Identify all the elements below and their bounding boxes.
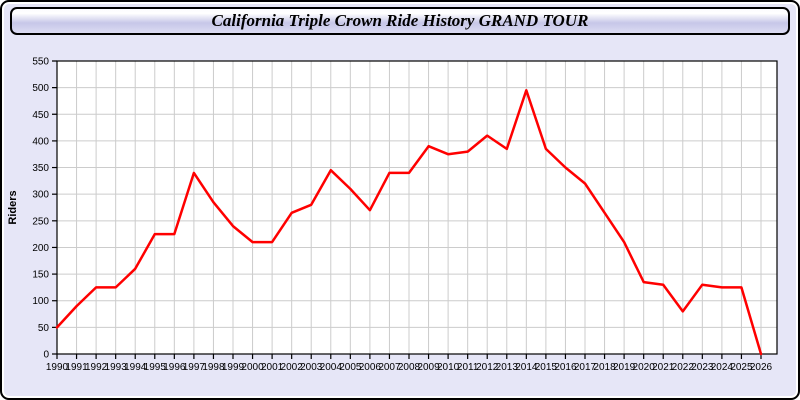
x-tick-label: 2026 <box>750 362 773 373</box>
x-tick-label: 2004 <box>320 362 343 373</box>
x-tick-label: 2018 <box>593 362 616 373</box>
y-tick-label: 0 <box>43 350 49 361</box>
x-tick-label: 2011 <box>457 362 479 373</box>
x-tick-label: 2008 <box>398 362 421 373</box>
x-tick-label: 2013 <box>496 362 519 373</box>
x-tick-label: 2017 <box>574 362 597 373</box>
x-tick-label: 2019 <box>613 362 636 373</box>
x-tick-label: 2005 <box>339 362 362 373</box>
x-tick-label: 1999 <box>222 362 245 373</box>
x-tick-label: 1994 <box>124 362 147 373</box>
y-tick-label: 350 <box>32 163 49 174</box>
y-tick-label: 150 <box>32 270 49 281</box>
x-tick-label: 1991 <box>65 362 88 373</box>
x-tick-label: 1990 <box>46 362 69 373</box>
x-tick-label: 2000 <box>241 362 264 373</box>
x-tick-label: 2025 <box>730 362 753 373</box>
x-tick-label: 2012 <box>476 362 499 373</box>
x-tick-label: 2003 <box>300 362 323 373</box>
x-tick-label: 2001 <box>261 362 284 373</box>
x-tick-label: 2020 <box>633 362 656 373</box>
x-tick-label: 1992 <box>85 362 108 373</box>
x-tick-label: 2024 <box>711 362 734 373</box>
riders-line <box>55 89 763 356</box>
page-title: California Triple Crown Ride History GRA… <box>211 11 589 30</box>
x-tick-label: 2007 <box>378 362 401 373</box>
x-tick-label: 2023 <box>691 362 714 373</box>
x-tick-label: 2014 <box>515 362 538 373</box>
y-tick-label: 500 <box>32 83 49 94</box>
y-tick-label: 250 <box>32 216 49 227</box>
x-tick-label: 2010 <box>437 362 460 373</box>
y-axis-label: Riders <box>7 190 19 224</box>
x-tick-label: 2002 <box>281 362 304 373</box>
x-tick-label: 2022 <box>672 362 695 373</box>
x-tick-label: 1996 <box>163 362 186 373</box>
y-tick-label: 50 <box>38 323 50 334</box>
x-tick-label: 2015 <box>535 362 558 373</box>
y-tick-label: 550 <box>32 57 49 68</box>
x-tick-label: 1993 <box>105 362 128 373</box>
title-bar: California Triple Crown Ride History GRA… <box>10 7 790 35</box>
x-tick-label: 1998 <box>202 362 225 373</box>
x-tick-label: 1997 <box>183 362 206 373</box>
plot-area <box>57 61 777 354</box>
x-tick-label: 1995 <box>144 362 167 373</box>
x-tick-label: 2006 <box>359 362 382 373</box>
y-tick-label: 200 <box>32 243 49 254</box>
x-tick-label: 2009 <box>417 362 440 373</box>
y-tick-label: 300 <box>32 190 49 201</box>
y-tick-label: 400 <box>32 136 49 147</box>
y-tick-label: 450 <box>32 110 49 121</box>
plot-border <box>56 60 778 355</box>
x-tick-label: 2016 <box>554 362 577 373</box>
y-tick-label: 100 <box>32 296 49 307</box>
x-tick-label: 2021 <box>652 362 675 373</box>
